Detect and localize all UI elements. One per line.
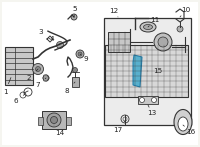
Circle shape [43,75,49,81]
Text: 7: 7 [36,78,46,88]
Bar [104,18,191,125]
Circle shape [76,50,84,58]
Text: 3: 3 [39,29,50,39]
Bar [42,111,66,129]
Circle shape [51,117,58,123]
Text: 10: 10 [180,7,191,17]
Polygon shape [43,75,49,81]
Text: 16: 16 [183,125,196,135]
Bar [105,45,188,97]
Text: 2: 2 [27,69,38,81]
Text: 13: 13 [147,105,157,116]
Ellipse shape [178,117,188,131]
Text: 11: 11 [148,17,160,27]
Text: 6: 6 [14,94,25,104]
Bar [72,77,79,87]
Polygon shape [133,55,142,87]
Circle shape [154,33,172,51]
Circle shape [152,97,156,102]
Bar [138,96,158,104]
Circle shape [140,97,144,102]
Text: 14: 14 [54,125,65,136]
Circle shape [47,113,61,127]
Circle shape [36,66,41,71]
Bar [108,32,130,52]
Circle shape [71,14,77,20]
Text: 5: 5 [73,6,77,17]
Text: 1: 1 [3,78,11,95]
Circle shape [158,37,168,47]
Circle shape [73,67,78,72]
Text: 4: 4 [50,36,60,45]
Bar [38,117,43,125]
Text: 15: 15 [148,68,163,74]
Bar [5,47,33,85]
Text: 8: 8 [65,82,75,94]
Ellipse shape [174,110,192,135]
Text: 12: 12 [109,8,119,17]
Bar [66,117,71,125]
Circle shape [57,41,64,49]
Circle shape [33,64,44,75]
Ellipse shape [144,25,153,30]
Ellipse shape [140,22,156,32]
Circle shape [177,26,183,32]
Text: 17: 17 [113,121,125,133]
Circle shape [78,52,82,56]
Text: 9: 9 [80,54,88,62]
